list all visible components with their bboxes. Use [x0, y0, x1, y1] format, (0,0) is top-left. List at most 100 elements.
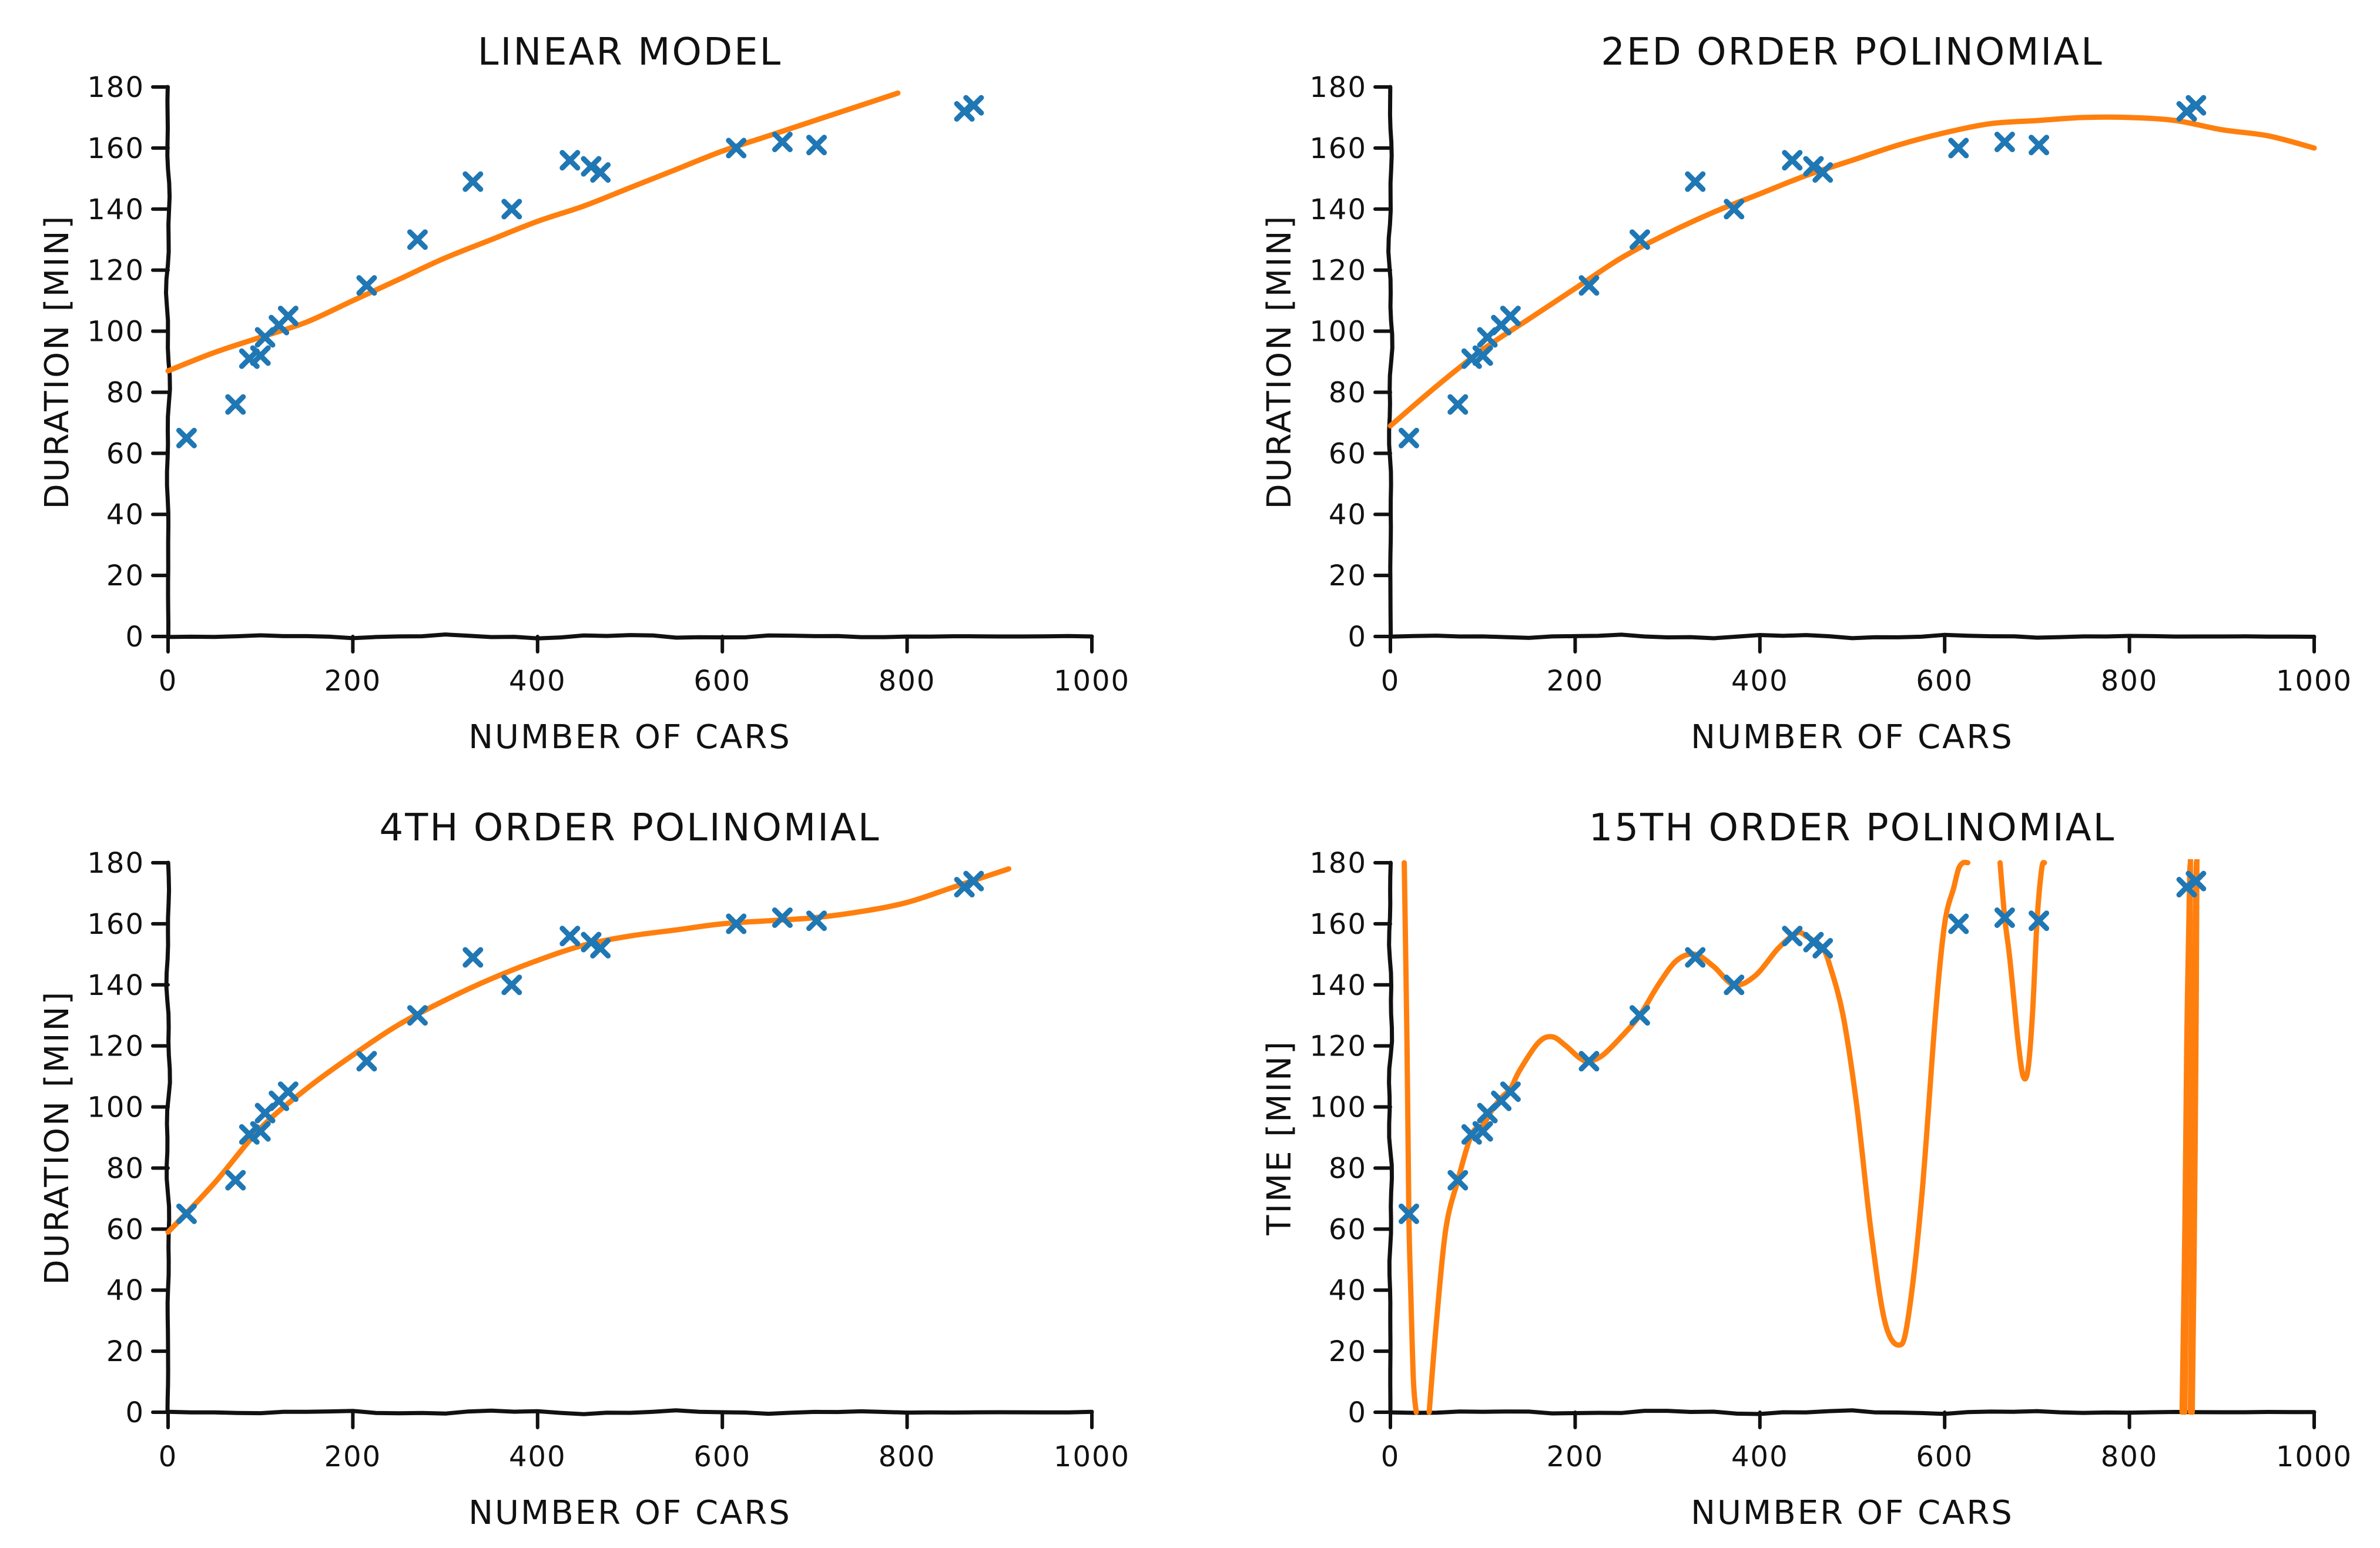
y-tick-label: 60 — [106, 437, 145, 470]
y-tick-label: 40 — [106, 498, 145, 531]
data-point — [1578, 1051, 1600, 1072]
y-tick-label: 40 — [106, 1274, 145, 1307]
data-point — [225, 1170, 246, 1191]
chart-title: 15TH ORDER POLINOMIAL — [1589, 806, 2116, 850]
panel-poly4: 4TH ORDER POLINOMIAL NUMBER OF CARS DURATI… — [38, 806, 1130, 1532]
chart-title: 2ED ORDER POLINOMIAL — [1601, 31, 2103, 74]
data-point — [2029, 910, 2050, 932]
x-tick-label: 800 — [2101, 665, 2158, 698]
panel-poly15: 15TH ORDER POLINOMIAL NUMBER OF CARS TIME … — [1261, 806, 2352, 1532]
y-tick-label: 60 — [1329, 437, 1367, 470]
data-point — [462, 171, 484, 192]
data-point — [250, 345, 271, 366]
x-tick-label: 1000 — [2276, 665, 2352, 698]
y-tick-label: 20 — [106, 1335, 145, 1368]
y-tick-label: 0 — [1347, 1396, 1367, 1429]
data-point — [225, 394, 246, 415]
fit-curve — [165, 90, 901, 374]
y-tick-label: 100 — [1309, 1091, 1367, 1124]
y-tick-label: 100 — [87, 316, 145, 349]
x-tick-label: 200 — [324, 1440, 382, 1473]
chart-title: 4TH ORDER POLINOMIAL — [380, 806, 881, 850]
y-axis-line — [163, 85, 172, 639]
fit-curve — [165, 866, 1011, 1235]
data-point — [462, 947, 484, 968]
x-tick-label: 0 — [159, 1440, 178, 1473]
data-point — [1994, 132, 2015, 152]
x-tick-label: 0 — [159, 665, 178, 698]
data-point — [1812, 937, 1833, 959]
data-point — [176, 1203, 197, 1224]
y-tick-label: 80 — [1329, 376, 1367, 409]
data-point — [2029, 135, 2050, 156]
data-point — [1724, 974, 1745, 996]
x-axis-line — [1388, 1408, 2317, 1416]
y-axis-label: TIME [MIN] — [1261, 1040, 1299, 1236]
x-axis-label: NUMBER OF CARS — [468, 718, 792, 756]
x-tick-label: 1000 — [2276, 1440, 2352, 1473]
y-tick-label: 80 — [1329, 1152, 1367, 1185]
fit-curve — [2179, 859, 2193, 1415]
data-point — [1782, 150, 1803, 171]
data-points — [176, 870, 984, 1224]
y-tick-label: 20 — [106, 559, 145, 592]
y-tick-label: 140 — [1309, 193, 1367, 226]
data-point — [407, 1005, 428, 1026]
data-point — [1629, 1005, 1650, 1026]
data-point — [2185, 870, 2207, 892]
y-tick-label: 0 — [1347, 621, 1367, 654]
data-point — [2185, 95, 2207, 116]
data-point — [1948, 138, 1969, 159]
x-axis-label: NUMBER OF CARS — [1691, 718, 2014, 756]
data-points — [1398, 870, 2207, 1224]
y-tick-label: 20 — [1329, 559, 1367, 592]
data-point — [1578, 275, 1600, 296]
data-point — [501, 974, 522, 996]
x-tick-label: 600 — [693, 1440, 751, 1473]
y-tick-label: 100 — [87, 1091, 145, 1124]
y-tick-label: 0 — [125, 621, 145, 654]
data-point — [1472, 1121, 1493, 1142]
data-point — [1447, 1170, 1469, 1191]
y-tick-label: 160 — [1309, 908, 1367, 941]
y-axis-line — [164, 860, 172, 1415]
y-tick-label: 160 — [1309, 132, 1367, 165]
x-tick-label: 400 — [509, 665, 566, 698]
y-axis-label: DURATION [MIN] — [38, 990, 76, 1285]
data-point — [1398, 427, 1419, 448]
y-tick-label: 60 — [1329, 1213, 1367, 1246]
x-tick-label: 400 — [509, 1440, 566, 1473]
data-point — [1629, 229, 1650, 250]
x-tick-label: 200 — [324, 665, 382, 698]
x-axis-label: NUMBER OF CARS — [468, 1494, 792, 1532]
data-point — [559, 150, 581, 171]
data-point — [250, 1121, 271, 1142]
x-axis-label: NUMBER OF CARS — [1691, 1494, 2014, 1532]
x-axis-line — [166, 1408, 1094, 1416]
data-point — [1685, 947, 1706, 968]
panel-linear: LINEAR MODEL NUMBER OF CARS DURATION [MIN]… — [38, 31, 1129, 756]
data-point — [1782, 926, 1803, 947]
data-point — [772, 907, 793, 928]
data-point — [1812, 162, 1833, 183]
data-point — [963, 870, 984, 892]
x-tick-label: 0 — [1381, 1440, 1400, 1473]
x-tick-label: 200 — [1547, 665, 1604, 698]
x-tick-label: 200 — [1547, 1440, 1604, 1473]
y-tick-label: 140 — [87, 193, 145, 226]
data-point — [1948, 913, 1969, 934]
y-tick-label: 160 — [87, 132, 145, 165]
x-tick-label: 1000 — [1054, 1440, 1130, 1473]
y-axis-line — [1387, 860, 1395, 1415]
data-point — [590, 162, 611, 183]
y-tick-label: 140 — [87, 969, 145, 1002]
y-tick-label: 40 — [1329, 498, 1367, 531]
chart-title: LINEAR MODEL — [478, 31, 782, 74]
y-tick-label: 100 — [1309, 316, 1367, 349]
data-point — [501, 199, 522, 220]
y-tick-label: 120 — [1309, 254, 1367, 287]
x-tick-label: 600 — [1916, 665, 1973, 698]
x-tick-label: 800 — [879, 1440, 936, 1473]
y-tick-label: 140 — [1309, 969, 1367, 1002]
data-point — [176, 427, 197, 448]
